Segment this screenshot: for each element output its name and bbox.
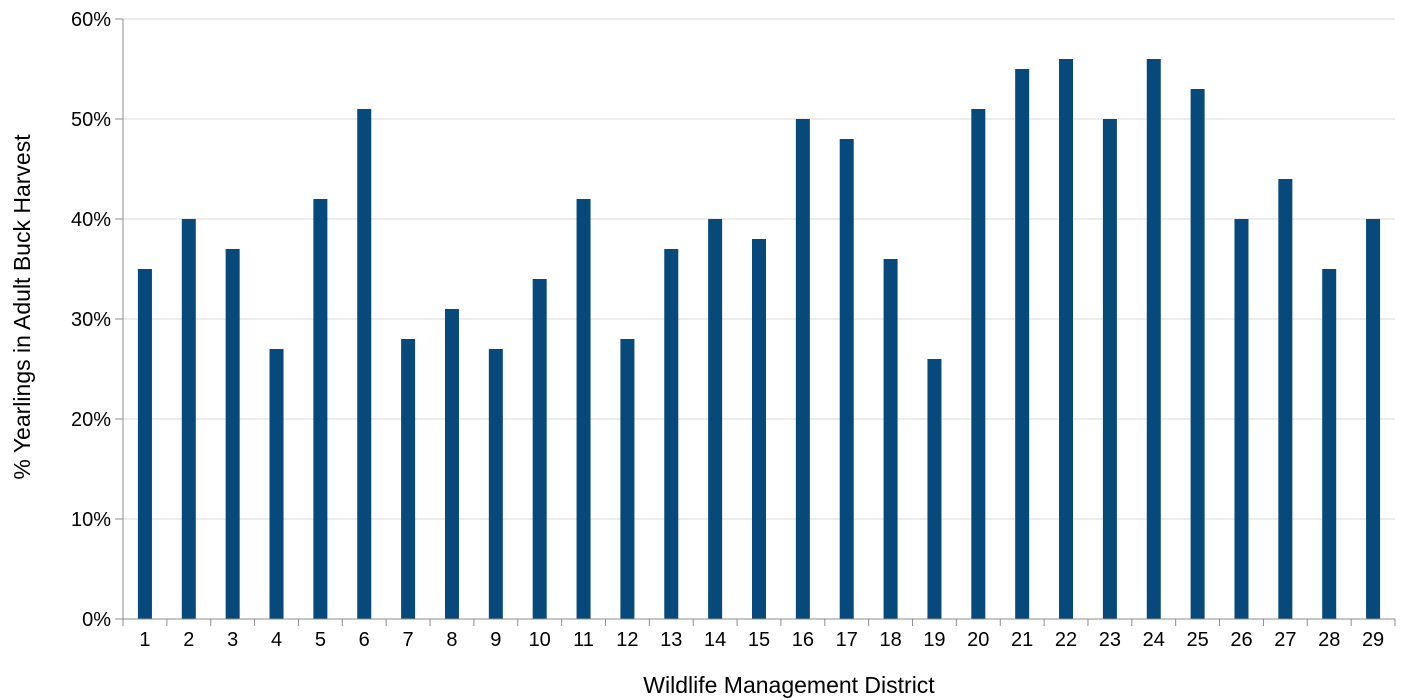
x-tick-label: 13 — [660, 629, 682, 651]
x-tick-label: 6 — [359, 629, 370, 651]
y-tick-labels: 0% 10% 20% 30% 40% 50% 60% — [71, 9, 111, 631]
bar-district-7 — [401, 339, 416, 619]
x-tick-label: 23 — [1099, 629, 1121, 651]
bar-district-27 — [1278, 179, 1293, 619]
bar-district-29 — [1366, 219, 1381, 619]
x-axis-title: Wildlife Management District — [643, 672, 935, 698]
y-tick-label: 0% — [82, 609, 111, 631]
bar-district-6 — [357, 109, 372, 619]
bar-district-10 — [532, 279, 547, 619]
y-tick-label: 50% — [71, 109, 111, 131]
x-tick-label: 27 — [1274, 629, 1296, 651]
x-tick-label: 16 — [792, 629, 814, 651]
x-tick-label: 26 — [1230, 629, 1252, 651]
x-tick-label: 28 — [1318, 629, 1340, 651]
y-axis-title: % Yearlings in Adult Buck Harvest — [9, 134, 35, 480]
bar-district-8 — [444, 309, 459, 619]
y-tick-label: 20% — [71, 409, 111, 431]
bar-district-9 — [488, 349, 503, 619]
x-tick-label: 29 — [1362, 629, 1384, 651]
bar-district-18 — [883, 259, 898, 619]
x-tick-labels: 1 2 3 4 5 6 7 8 9 10 11 12 13 14 15 16 17 18 19 20 21 22 23 24 2… — [139, 629, 1384, 651]
bar-district-13 — [664, 249, 679, 619]
x-tick-label: 11 — [573, 629, 594, 651]
bar-district-20 — [971, 109, 986, 619]
bar-district-4 — [269, 349, 284, 619]
x-tick-label: 1 — [139, 629, 150, 651]
bar-district-28 — [1322, 269, 1337, 619]
bar-district-16 — [795, 119, 810, 619]
x-tick-label: 7 — [403, 629, 414, 651]
bar-district-11 — [576, 199, 591, 619]
bar-district-21 — [1015, 69, 1030, 619]
bar-district-5 — [313, 199, 328, 619]
bar-district-23 — [1102, 119, 1117, 619]
x-tick-label: 3 — [227, 629, 238, 651]
x-tick-label: 17 — [836, 629, 858, 651]
y-tick-label: 60% — [71, 9, 111, 31]
bar-district-1 — [137, 269, 152, 619]
x-tick-label: 24 — [1143, 629, 1165, 651]
bar-district-22 — [1059, 59, 1074, 619]
bars — [137, 59, 1381, 619]
x-tick-label: 2 — [183, 629, 194, 651]
x-tick-label: 19 — [923, 629, 945, 651]
bar-district-15 — [752, 239, 766, 619]
y-tick-label: 40% — [71, 209, 111, 231]
bar-district-19 — [927, 359, 942, 619]
x-tick-label: 9 — [490, 629, 501, 651]
bar-district-12 — [620, 339, 635, 619]
bar-district-24 — [1146, 59, 1161, 619]
x-tick-label: 20 — [967, 629, 989, 651]
bar-district-3 — [225, 249, 240, 619]
x-tick-label: 12 — [616, 629, 638, 651]
x-tick-label: 18 — [879, 629, 901, 651]
x-tick-label: 14 — [704, 629, 726, 651]
y-tick-label: 30% — [71, 309, 111, 331]
bar-district-25 — [1190, 89, 1205, 619]
x-tick-label: 8 — [446, 629, 457, 651]
x-tick-label: 21 — [1011, 629, 1033, 651]
bar-district-17 — [839, 139, 854, 619]
x-tick-label: 5 — [315, 629, 326, 651]
bar-district-14 — [708, 219, 723, 619]
bar-district-2 — [181, 219, 196, 619]
x-tick-label: 4 — [271, 629, 282, 651]
axes — [115, 18, 1396, 626]
x-tick-label: 10 — [529, 629, 551, 651]
x-tick-label: 22 — [1055, 629, 1077, 651]
bar-district-26 — [1234, 219, 1249, 619]
x-tick-label: 25 — [1186, 629, 1208, 651]
x-tick-label: 15 — [748, 629, 770, 651]
y-tick-label: 10% — [71, 509, 111, 531]
